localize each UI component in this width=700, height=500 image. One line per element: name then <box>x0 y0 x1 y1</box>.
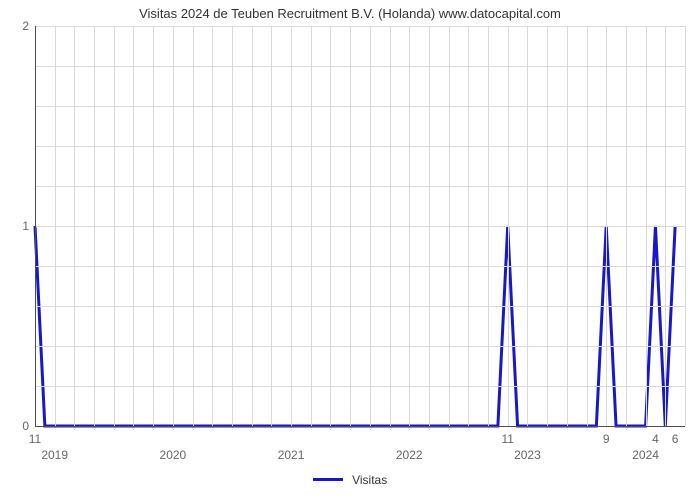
grid-line-horizontal <box>35 306 685 307</box>
y-tick-label: 1 <box>22 219 29 233</box>
series-line <box>35 226 675 426</box>
x-year-label: 2023 <box>514 448 541 462</box>
y-tick-label: 2 <box>22 19 29 33</box>
grid-line-horizontal <box>35 146 685 147</box>
grid-line-horizontal <box>35 226 685 227</box>
grid-line-horizontal <box>35 346 685 347</box>
x-year-label: 2019 <box>41 448 68 462</box>
x-month-label: 9 <box>603 432 610 446</box>
grid-line-horizontal <box>35 186 685 187</box>
grid-line-horizontal <box>35 26 685 27</box>
plot-area: 0121111946201920202021202220232024 <box>35 26 685 426</box>
grid-line-horizontal <box>35 266 685 267</box>
x-month-label: 11 <box>29 432 41 446</box>
chart-container: Visitas 2024 de Teuben Recruitment B.V. … <box>0 0 700 500</box>
y-tick-label: 0 <box>22 419 29 433</box>
x-axis-line <box>35 426 685 427</box>
grid-line-vertical <box>685 26 686 426</box>
x-month-label: 4 <box>652 432 659 446</box>
x-year-label: 2022 <box>396 448 423 462</box>
y-axis-line <box>35 26 36 426</box>
x-year-label: 2021 <box>278 448 305 462</box>
legend-label: Visitas <box>352 473 387 487</box>
x-year-label: 2020 <box>160 448 187 462</box>
legend: Visitas <box>0 472 700 487</box>
grid-line-horizontal <box>35 386 685 387</box>
grid-line-horizontal <box>35 66 685 67</box>
grid-line-horizontal <box>35 106 685 107</box>
x-year-label: 2024 <box>632 448 659 462</box>
legend-swatch <box>313 478 343 481</box>
x-month-label: 11 <box>501 432 513 446</box>
chart-title: Visitas 2024 de Teuben Recruitment B.V. … <box>0 6 700 21</box>
x-month-label: 6 <box>672 432 679 446</box>
